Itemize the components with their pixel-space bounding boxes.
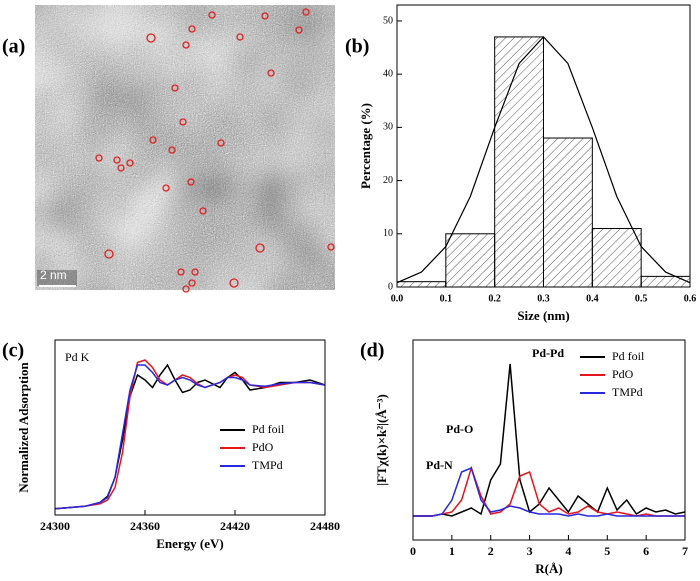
x-tick-label: 0.0 [391,293,404,304]
y-tick-label: 50 [383,15,393,26]
legend-label: Pd foil [612,349,645,363]
hist-bar [640,275,691,288]
x-tick-label: 7 [682,544,688,558]
x-tick-label: 0.1 [440,293,453,304]
x-tick-label: 0.5 [635,293,648,304]
y-tick-label: 10 [383,228,393,239]
particle-markers [95,8,335,293]
plot-frame [54,339,326,516]
x-tick-label: 0.2 [488,293,501,304]
x-tick-label: 24360 [130,519,160,533]
x-axis-label: Size (nm) [517,308,569,323]
x-tick-label: 24480 [310,519,340,533]
y-tick-label: 20 [383,175,393,186]
x-axis-label: R(Å) [535,561,562,576]
annotation: Pd-Pd [532,346,564,360]
panel-label: (c) [2,340,24,362]
fit-curve [396,36,691,284]
legend-label: Pd foil [252,422,285,436]
micrograph: 2 nm [35,5,335,293]
plot-frame [412,339,686,541]
series-line [413,363,686,517]
x-tick-label: 24420 [220,519,250,533]
hist-bar [445,233,496,288]
image-texture [35,5,335,290]
legend-label: TMPd [612,385,643,399]
y-axis-label: Normalized Adsorption [16,362,31,493]
x-tick-label: 6 [643,544,649,558]
hist-bar [543,137,593,288]
hist-bar [591,227,642,288]
series-line [54,359,326,510]
legend-label: TMPd [252,458,283,472]
panel-label: (a) [2,36,25,58]
panel-label: (b) [345,36,369,58]
x-tick-label: 3 [527,544,533,558]
scale-bg [37,270,77,286]
y-tick-label: 40 [383,68,393,79]
x-axis-label: Energy (eV) [156,536,224,551]
hist-bar [494,36,544,288]
y-axis-label: Percentage (%) [358,103,373,189]
x-tick-label: 1 [449,544,455,558]
y-axis-label: |FTχ(k)×k²|(Å⁻³) [374,394,389,486]
annotation: Pd-N [426,458,453,472]
hist-bar [396,281,447,288]
y-tick-label: 0 [388,281,393,292]
legend-label: PdO [252,440,274,454]
x-tick-label: 0.6 [684,293,697,304]
legend-label: PdO [612,367,634,381]
x-tick-label: 5 [604,544,610,558]
x-tick-label: 0.4 [586,293,599,304]
series-line [54,363,326,510]
x-tick-label: 24300 [40,519,70,533]
x-tick-label: 0 [410,544,416,558]
scale-label: 2 nm [40,268,67,282]
series-line [54,364,326,510]
series-line [413,466,685,517]
x-tick-label: 0.3 [537,293,550,304]
annotation: Pd K [65,350,90,364]
panel-label: (d) [360,340,384,362]
x-tick-label: 2 [488,544,494,558]
y-tick-label: 30 [383,122,393,133]
x-tick-label: 4 [565,544,571,558]
annotation: Pd-O [446,422,473,436]
